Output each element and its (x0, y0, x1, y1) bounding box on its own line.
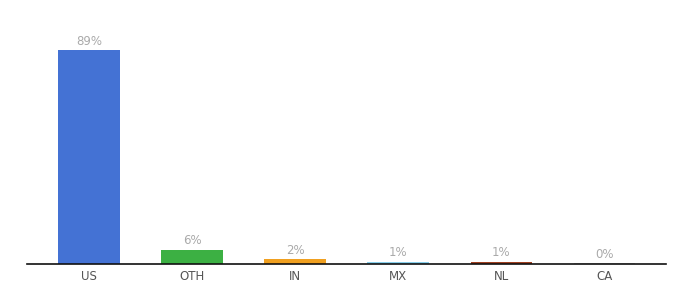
Text: 2%: 2% (286, 244, 305, 257)
Bar (161, 250, 223, 264)
Text: 89%: 89% (76, 35, 102, 48)
Bar (265, 259, 326, 264)
Text: 1%: 1% (389, 246, 408, 259)
Bar (367, 262, 429, 264)
Text: 1%: 1% (492, 246, 511, 259)
Text: 0%: 0% (595, 248, 614, 261)
Bar (58, 50, 120, 264)
Bar (574, 263, 636, 264)
Text: 6%: 6% (183, 234, 201, 247)
Bar (471, 262, 532, 264)
